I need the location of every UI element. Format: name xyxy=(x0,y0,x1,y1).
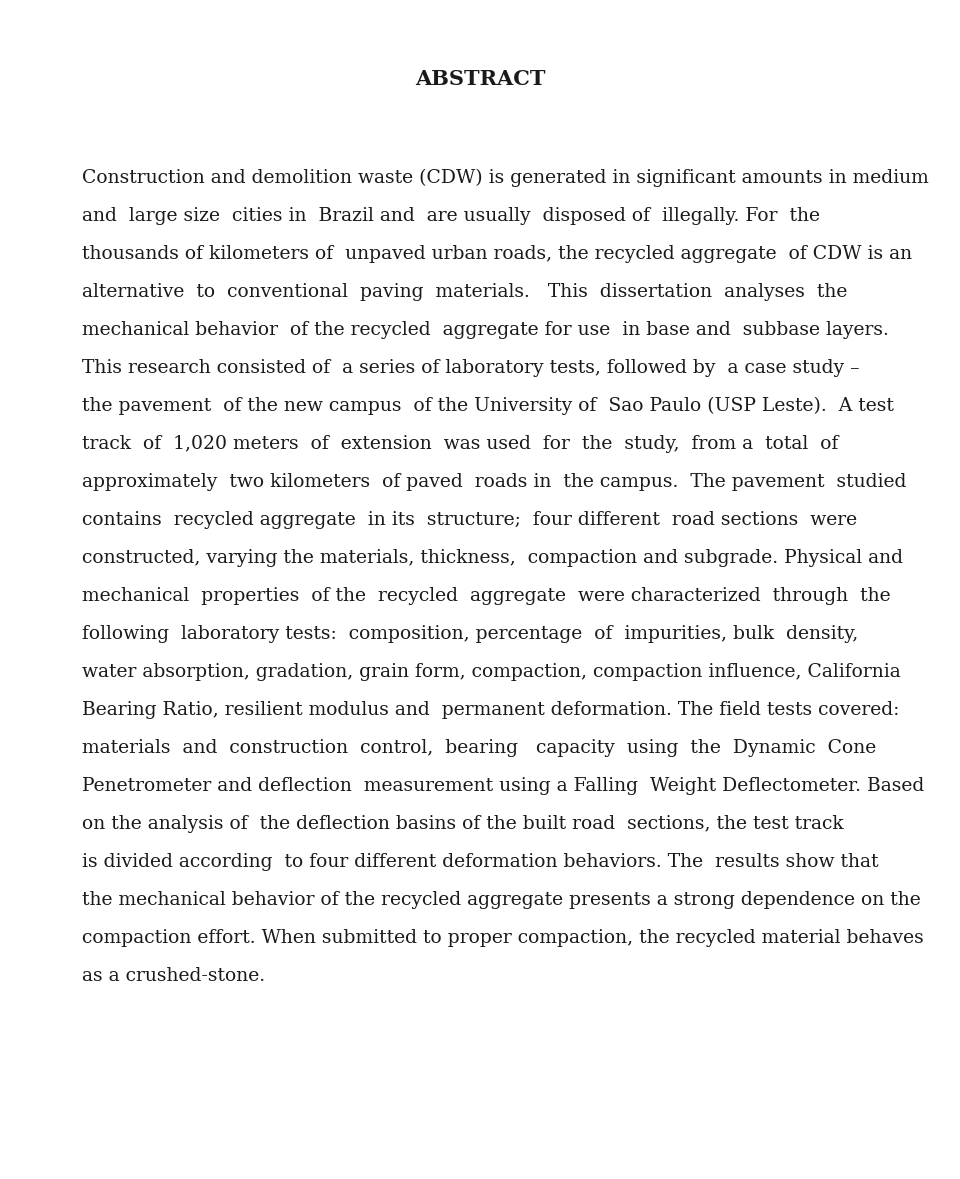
Text: alternative  to  conventional  paving  materials.   This  dissertation  analyses: alternative to conventional paving mater… xyxy=(82,283,848,301)
Text: approximately  two kilometers  of paved  roads in  the campus.  The pavement  st: approximately two kilometers of paved ro… xyxy=(82,473,906,490)
Text: This research consisted of  a series of laboratory tests, followed by  a case st: This research consisted of a series of l… xyxy=(82,358,859,377)
Text: on the analysis of  the deflection basins of the built road  sections, the test : on the analysis of the deflection basins… xyxy=(82,815,844,834)
Text: thousands of kilometers of  unpaved urban roads, the recycled aggregate  of CDW : thousands of kilometers of unpaved urban… xyxy=(82,245,912,263)
Text: as a crushed-stone.: as a crushed-stone. xyxy=(82,967,265,984)
Text: Construction and demolition waste (CDW) is generated in significant amounts in m: Construction and demolition waste (CDW) … xyxy=(82,169,928,187)
Text: constructed, varying the materials, thickness,  compaction and subgrade. Physica: constructed, varying the materials, thic… xyxy=(82,549,903,567)
Text: Penetrometer and deflection  measurement using a Falling  Weight Deflectometer. : Penetrometer and deflection measurement … xyxy=(82,777,924,795)
Text: contains  recycled aggregate  in its  structure;  four different  road sections : contains recycled aggregate in its struc… xyxy=(82,511,857,529)
Text: water absorption, gradation, grain form, compaction, compaction influence, Calif: water absorption, gradation, grain form,… xyxy=(82,663,900,681)
Text: is divided according  to four different deformation behaviors. The  results show: is divided according to four different d… xyxy=(82,852,878,871)
Text: mechanical  properties  of the  recycled  aggregate  were characterized  through: mechanical properties of the recycled ag… xyxy=(82,587,891,605)
Text: Bearing Ratio, resilient modulus and  permanent deformation. The field tests cov: Bearing Ratio, resilient modulus and per… xyxy=(82,702,900,719)
Text: and  large size  cities in  Brazil and  are usually  disposed of  illegally. For: and large size cities in Brazil and are … xyxy=(82,208,820,225)
Text: ABSTRACT: ABSTRACT xyxy=(415,70,545,88)
Text: track  of  1,020 meters  of  extension  was used  for  the  study,  from a  tota: track of 1,020 meters of extension was u… xyxy=(82,435,838,453)
Text: compaction effort. When submitted to proper compaction, the recycled material be: compaction effort. When submitted to pro… xyxy=(82,929,924,947)
Text: following  laboratory tests:  composition, percentage  of  impurities, bulk  den: following laboratory tests: composition,… xyxy=(82,625,858,643)
Text: the pavement  of the new campus  of the University of  Sao Paulo (USP Leste).  A: the pavement of the new campus of the Un… xyxy=(82,397,894,415)
Text: mechanical behavior  of the recycled  aggregate for use  in base and  subbase la: mechanical behavior of the recycled aggr… xyxy=(82,321,889,340)
Text: the mechanical behavior of the recycled aggregate presents a strong dependence o: the mechanical behavior of the recycled … xyxy=(82,891,921,909)
Text: materials  and  construction  control,  bearing   capacity  using  the  Dynamic : materials and construction control, bear… xyxy=(82,739,876,757)
